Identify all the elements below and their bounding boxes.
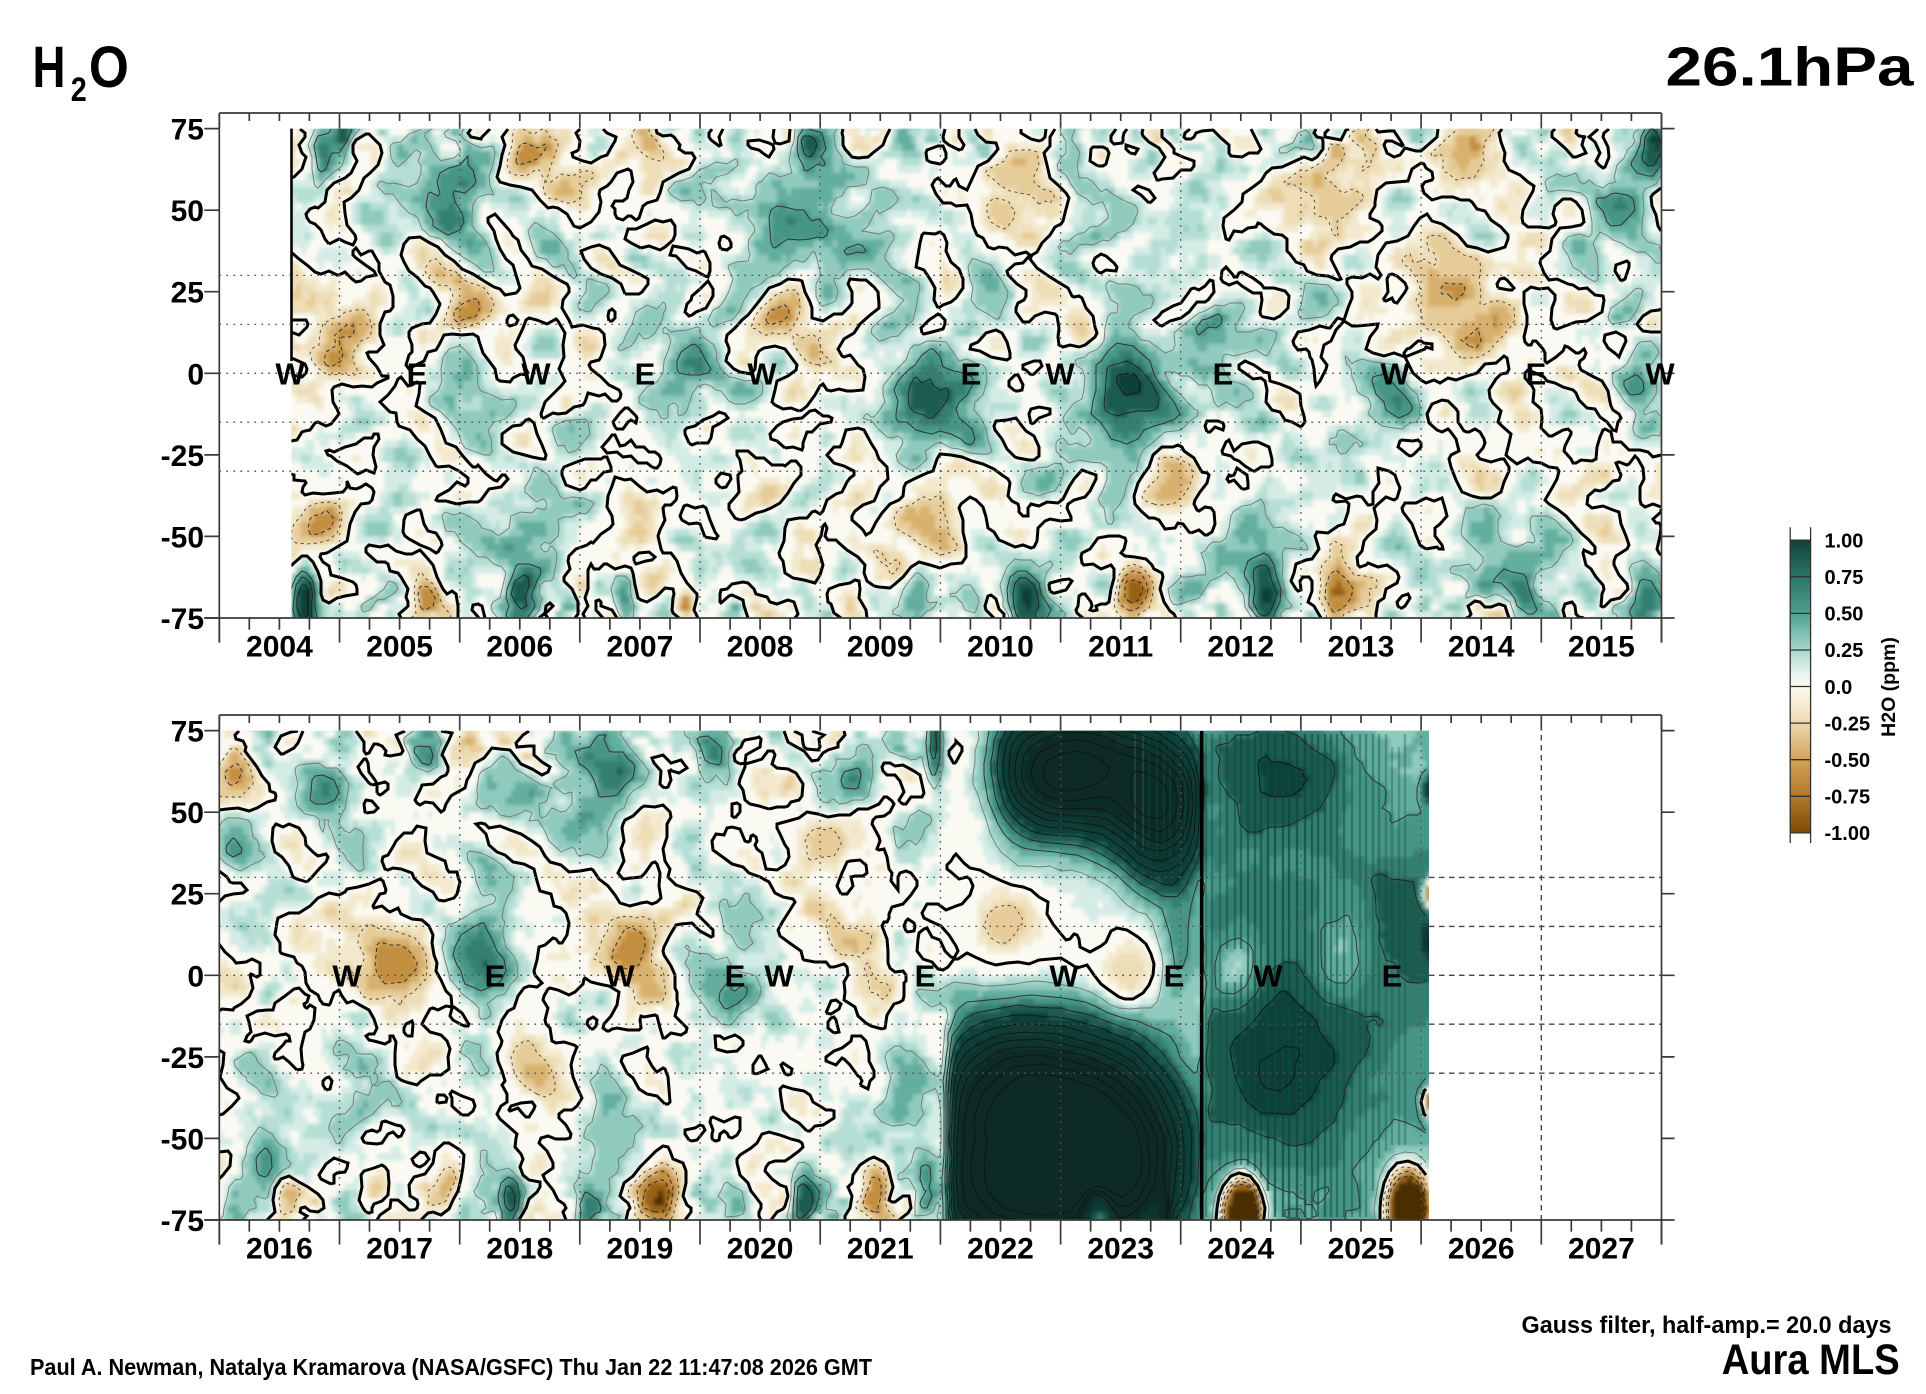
svg-text:50: 50 <box>171 797 204 830</box>
svg-text:0.50: 0.50 <box>1825 604 1864 626</box>
svg-text:-75: -75 <box>161 603 204 636</box>
svg-text:2004: 2004 <box>246 631 313 664</box>
svg-text:2014: 2014 <box>1448 631 1515 664</box>
svg-text:E: E <box>725 958 746 993</box>
svg-text:O: O <box>89 35 129 100</box>
svg-text:2012: 2012 <box>1207 631 1274 664</box>
svg-text:E: E <box>1382 958 1403 993</box>
svg-text:26.1hPa: 26.1hPa <box>1666 36 1914 98</box>
svg-text:2017: 2017 <box>366 1233 433 1266</box>
svg-text:0.25: 0.25 <box>1825 640 1864 662</box>
svg-text:1.00: 1.00 <box>1825 530 1864 552</box>
svg-text:W: W <box>332 958 362 993</box>
svg-text:W: W <box>1380 356 1410 391</box>
svg-text:-1.00: -1.00 <box>1825 823 1871 845</box>
svg-text:2018: 2018 <box>486 1233 553 1266</box>
svg-text:W: W <box>1045 356 1075 391</box>
svg-text:W: W <box>1049 958 1079 993</box>
svg-text:2006: 2006 <box>486 631 553 664</box>
svg-text:W: W <box>764 958 794 993</box>
svg-text:E: E <box>407 356 428 391</box>
svg-text:0.0: 0.0 <box>1825 677 1853 699</box>
svg-text:W: W <box>605 958 635 993</box>
svg-text:0: 0 <box>187 960 204 993</box>
svg-text:E: E <box>961 356 982 391</box>
svg-text:-50: -50 <box>161 1123 204 1156</box>
svg-text:-50: -50 <box>161 521 204 554</box>
svg-text:2: 2 <box>71 71 87 109</box>
svg-text:2010: 2010 <box>967 631 1034 664</box>
svg-text:-0.50: -0.50 <box>1825 750 1871 772</box>
svg-text:2016: 2016 <box>246 1233 313 1266</box>
svg-text:2011: 2011 <box>1088 631 1153 664</box>
svg-text:2020: 2020 <box>727 1233 794 1266</box>
svg-text:Aura MLS: Aura MLS <box>1722 1336 1900 1384</box>
svg-text:2015: 2015 <box>1568 631 1635 664</box>
svg-text:H2O (ppm): H2O (ppm) <box>1878 637 1900 737</box>
svg-text:2021: 2021 <box>847 1233 914 1266</box>
svg-text:E: E <box>915 958 936 993</box>
svg-text:0: 0 <box>187 358 204 391</box>
svg-text:E: E <box>635 356 656 391</box>
svg-text:E: E <box>1213 356 1234 391</box>
svg-text:2022: 2022 <box>967 1233 1034 1266</box>
svg-text:2019: 2019 <box>607 1233 674 1266</box>
svg-text:-75: -75 <box>161 1205 204 1238</box>
svg-text:50: 50 <box>171 195 204 228</box>
svg-text:2023: 2023 <box>1087 1233 1154 1266</box>
svg-text:W: W <box>747 356 777 391</box>
svg-text:W: W <box>1253 958 1283 993</box>
svg-text:2007: 2007 <box>607 631 674 664</box>
svg-text:E: E <box>485 958 506 993</box>
svg-text:2025: 2025 <box>1328 1233 1395 1266</box>
svg-text:75: 75 <box>171 114 204 147</box>
svg-text:W: W <box>275 356 305 391</box>
svg-text:W: W <box>1645 356 1675 391</box>
svg-text:-25: -25 <box>161 1042 204 1075</box>
svg-text:Gauss filter, half-amp.= 20.0: Gauss filter, half-amp.= 20.0 days <box>1522 1312 1892 1339</box>
svg-text:2005: 2005 <box>366 631 433 664</box>
svg-text:H: H <box>33 35 66 100</box>
svg-text:2013: 2013 <box>1328 631 1395 664</box>
svg-text:2008: 2008 <box>727 631 794 664</box>
svg-text:E: E <box>1164 958 1185 993</box>
svg-text:W: W <box>521 356 551 391</box>
svg-text:2009: 2009 <box>847 631 914 664</box>
svg-text:2026: 2026 <box>1448 1233 1515 1266</box>
svg-text:0.75: 0.75 <box>1825 567 1864 589</box>
svg-text:Paul A. Newman, Natalya Kramar: Paul A. Newman, Natalya Kramarova (NASA/… <box>30 1354 873 1380</box>
svg-text:-25: -25 <box>161 440 204 473</box>
svg-text:E: E <box>1526 356 1547 391</box>
svg-text:2027: 2027 <box>1568 1233 1635 1266</box>
svg-text:-0.75: -0.75 <box>1825 787 1871 809</box>
svg-text:2024: 2024 <box>1207 1233 1274 1266</box>
svg-text:25: 25 <box>171 879 204 912</box>
svg-text:75: 75 <box>171 716 204 749</box>
svg-text:25: 25 <box>171 277 204 310</box>
svg-text:-0.25: -0.25 <box>1825 713 1871 735</box>
